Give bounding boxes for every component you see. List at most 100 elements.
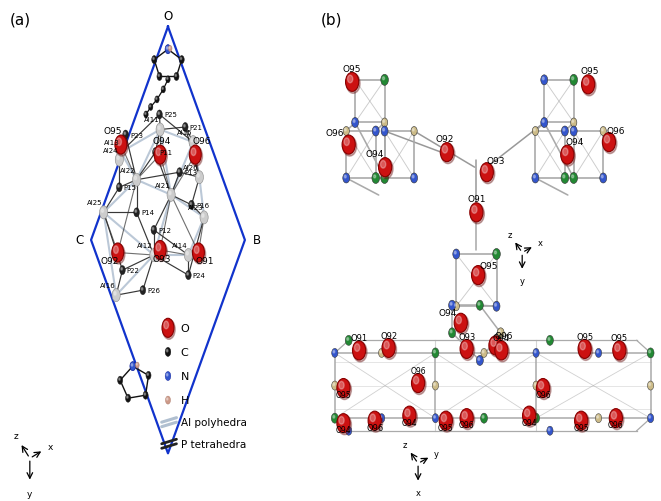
- Text: P13: P13: [184, 170, 197, 176]
- Ellipse shape: [343, 127, 350, 136]
- Ellipse shape: [412, 176, 414, 178]
- Ellipse shape: [155, 97, 159, 104]
- Ellipse shape: [539, 382, 543, 389]
- Ellipse shape: [184, 125, 185, 128]
- Text: P tetrahedra: P tetrahedra: [180, 439, 246, 449]
- Text: z: z: [13, 431, 18, 440]
- Ellipse shape: [347, 338, 348, 341]
- Ellipse shape: [570, 173, 578, 184]
- Ellipse shape: [534, 383, 536, 386]
- Ellipse shape: [649, 383, 650, 386]
- Text: y: y: [520, 276, 525, 285]
- Text: O96: O96: [607, 126, 625, 135]
- Ellipse shape: [127, 396, 128, 398]
- Ellipse shape: [191, 139, 193, 143]
- Ellipse shape: [478, 358, 480, 361]
- Text: (a): (a): [9, 13, 30, 28]
- Ellipse shape: [114, 246, 118, 254]
- Ellipse shape: [471, 266, 485, 285]
- Ellipse shape: [166, 77, 170, 84]
- Ellipse shape: [121, 268, 122, 271]
- Ellipse shape: [191, 149, 196, 156]
- Ellipse shape: [167, 78, 168, 80]
- Ellipse shape: [383, 340, 397, 360]
- Text: O95: O95: [336, 390, 351, 399]
- Ellipse shape: [165, 348, 171, 357]
- Ellipse shape: [584, 79, 589, 86]
- Ellipse shape: [100, 206, 108, 219]
- Ellipse shape: [561, 173, 568, 184]
- Ellipse shape: [134, 177, 137, 180]
- Ellipse shape: [574, 411, 588, 430]
- Text: Al polyhedra: Al polyhedra: [180, 417, 247, 427]
- Ellipse shape: [597, 351, 598, 353]
- Ellipse shape: [152, 228, 154, 230]
- Text: z: z: [508, 230, 512, 239]
- Text: O94: O94: [336, 425, 351, 434]
- Text: N: N: [180, 371, 189, 381]
- Ellipse shape: [124, 133, 126, 135]
- Ellipse shape: [648, 414, 654, 423]
- Ellipse shape: [563, 149, 568, 156]
- Ellipse shape: [483, 351, 484, 353]
- Ellipse shape: [547, 426, 553, 435]
- Ellipse shape: [582, 76, 595, 95]
- Ellipse shape: [169, 48, 170, 49]
- Ellipse shape: [117, 146, 125, 159]
- Ellipse shape: [186, 252, 188, 256]
- Ellipse shape: [412, 375, 426, 395]
- Ellipse shape: [496, 342, 510, 362]
- Ellipse shape: [461, 341, 475, 361]
- Ellipse shape: [537, 380, 551, 400]
- Text: O94: O94: [493, 334, 510, 343]
- Ellipse shape: [118, 149, 121, 153]
- Ellipse shape: [180, 58, 182, 61]
- Ellipse shape: [499, 330, 500, 333]
- Text: P23: P23: [130, 132, 143, 138]
- Ellipse shape: [144, 112, 148, 119]
- Ellipse shape: [123, 131, 128, 140]
- Ellipse shape: [331, 413, 338, 423]
- Text: O96: O96: [608, 420, 624, 429]
- Ellipse shape: [339, 417, 344, 424]
- Text: z: z: [403, 440, 407, 449]
- Ellipse shape: [611, 412, 617, 419]
- Ellipse shape: [117, 139, 122, 146]
- Ellipse shape: [603, 134, 617, 154]
- Ellipse shape: [482, 166, 487, 174]
- Ellipse shape: [470, 203, 483, 222]
- Text: P16: P16: [196, 202, 209, 208]
- Ellipse shape: [547, 336, 553, 346]
- Ellipse shape: [167, 350, 168, 352]
- Ellipse shape: [561, 146, 574, 165]
- Ellipse shape: [165, 46, 171, 55]
- Text: x: x: [47, 442, 53, 451]
- Ellipse shape: [162, 319, 174, 338]
- Ellipse shape: [450, 330, 452, 333]
- Ellipse shape: [343, 137, 357, 157]
- Ellipse shape: [604, 136, 609, 144]
- Text: O91: O91: [350, 334, 368, 343]
- Ellipse shape: [165, 396, 171, 404]
- Ellipse shape: [383, 121, 385, 123]
- Ellipse shape: [597, 416, 598, 418]
- Text: O: O: [163, 10, 173, 23]
- Text: O: O: [180, 323, 189, 333]
- Ellipse shape: [344, 129, 346, 132]
- Text: O94: O94: [366, 150, 384, 159]
- Ellipse shape: [348, 76, 353, 84]
- Ellipse shape: [346, 73, 359, 92]
- Ellipse shape: [453, 249, 460, 260]
- Text: O94: O94: [402, 418, 417, 427]
- Ellipse shape: [454, 314, 467, 333]
- Text: O94: O94: [438, 308, 457, 317]
- Ellipse shape: [491, 339, 496, 347]
- Text: Al21: Al21: [155, 182, 170, 188]
- Ellipse shape: [477, 356, 483, 366]
- Ellipse shape: [455, 315, 469, 335]
- Ellipse shape: [333, 415, 334, 418]
- Ellipse shape: [380, 351, 381, 353]
- Ellipse shape: [134, 208, 139, 217]
- Ellipse shape: [473, 269, 479, 277]
- Ellipse shape: [462, 343, 467, 350]
